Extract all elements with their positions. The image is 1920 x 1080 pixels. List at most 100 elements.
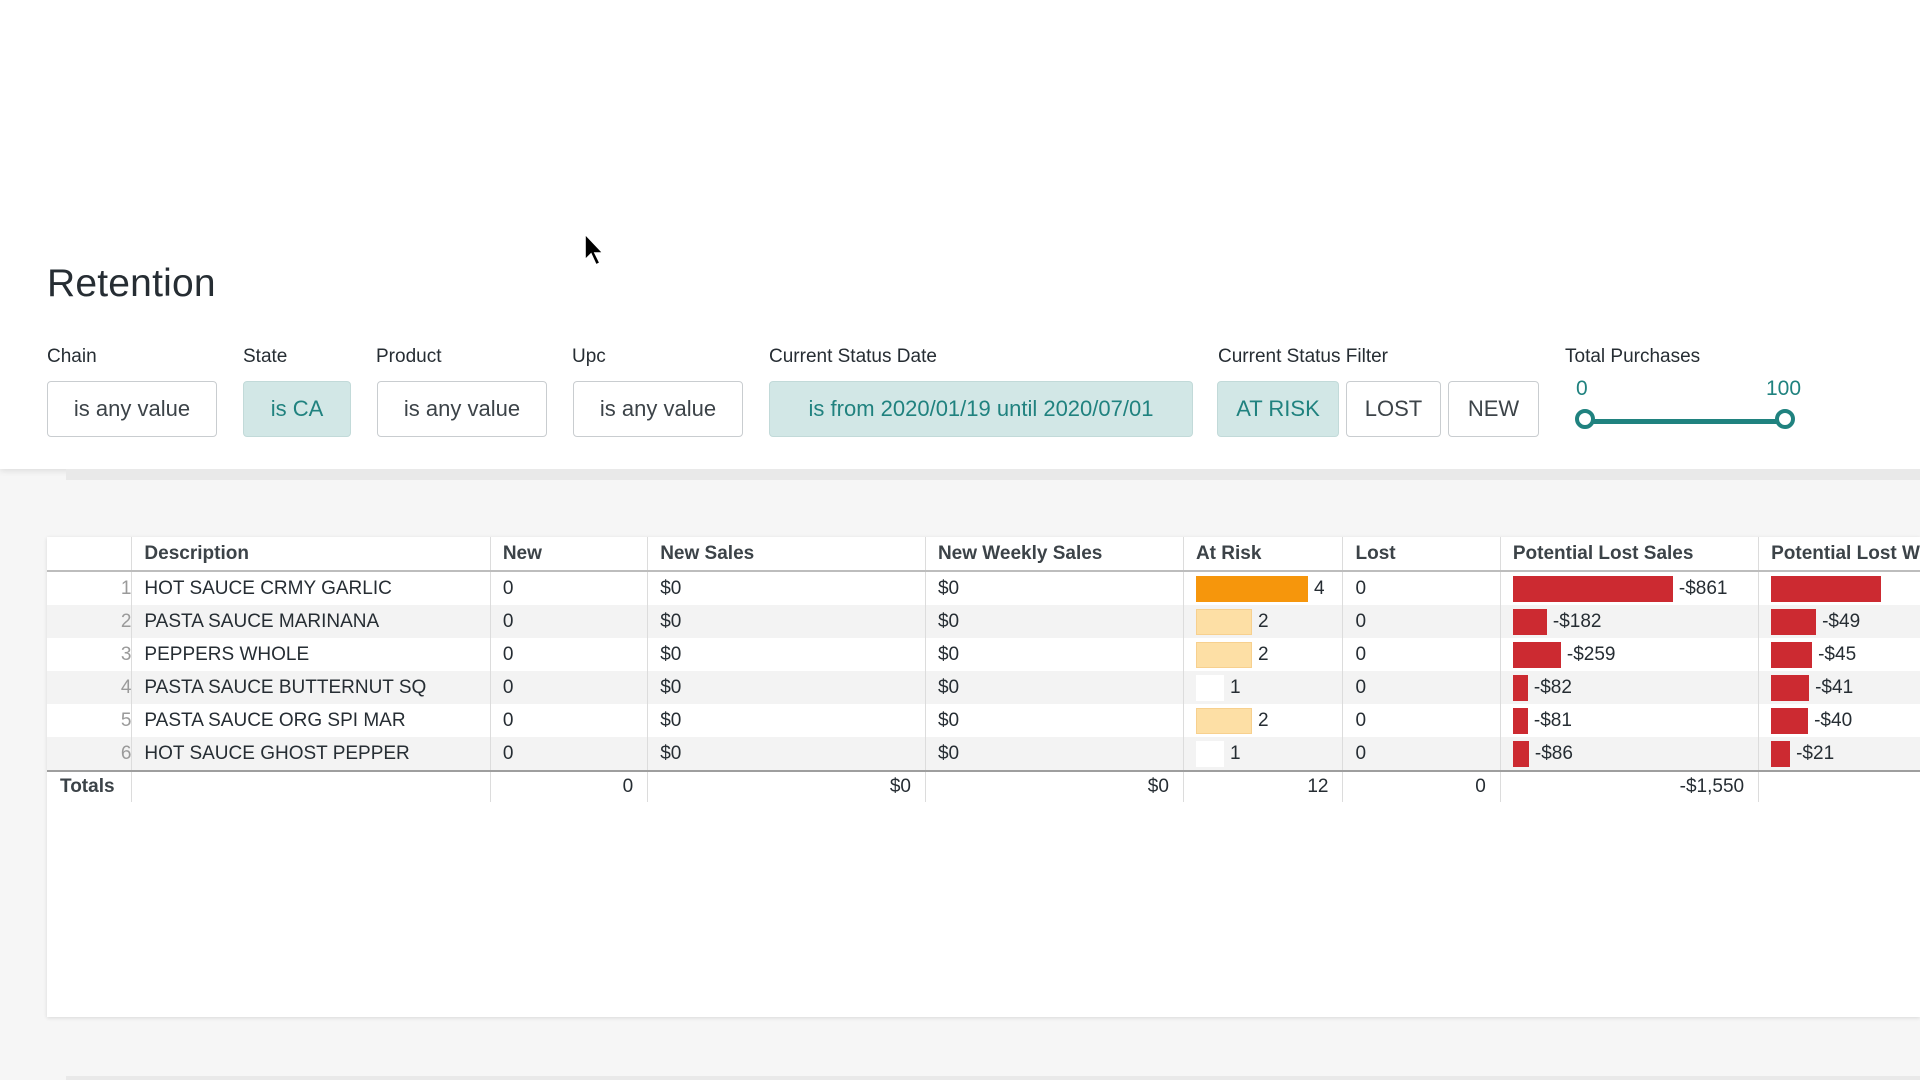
section-divider [66, 469, 1920, 480]
cell-at-risk: 2 [1182, 704, 1343, 737]
at-risk-value: 4 [1313, 577, 1325, 599]
totals-new: 0 [489, 770, 648, 802]
cell-lost: 0 [1342, 671, 1501, 704]
cell-new-sales: $0 [647, 571, 926, 605]
at-risk-bar-cell: 1 [1195, 671, 1343, 704]
page-title: Retention [47, 262, 216, 305]
at-risk-bar [1195, 674, 1224, 701]
cell-description: PASTA SAUCE MARINANA [131, 605, 491, 638]
potential-lost-weekly-value: -$21 [1796, 742, 1835, 764]
totals-potential-lost-weekly [1758, 770, 1920, 802]
cell-description: PASTA SAUCE BUTTERNUT SQ [131, 671, 491, 704]
chain-filter-button[interactable]: is any value [47, 381, 217, 437]
potential-lost-weekly-bar-cell: -$45 [1771, 638, 1920, 671]
table-row[interactable]: 4 PASTA SAUCE BUTTERNUT SQ 0 $0 $0 1 0 -$82 -$41 [47, 671, 1920, 704]
cell-description: PEPPERS WHOLE [131, 638, 491, 671]
potential-lost-sales-value: -$259 [1566, 643, 1616, 665]
cell-potential-lost-weekly: -$49 [1758, 605, 1920, 638]
column-header-lost[interactable]: Lost [1342, 537, 1501, 572]
slider-min-value: 0 [1576, 377, 1588, 400]
status-filter-lost-button[interactable]: LOST [1346, 381, 1441, 437]
cell-new-sales: $0 [647, 638, 926, 671]
cell-potential-lost-weekly: -$45 [1758, 638, 1920, 671]
table-row[interactable]: 6 HOT SAUCE GHOST PEPPER 0 $0 $0 1 0 -$86 -$21 [47, 737, 1920, 771]
at-risk-bar-cell: 2 [1195, 605, 1343, 638]
status-date-filter-label: Current Status Date [769, 346, 937, 367]
table-row[interactable]: 2 PASTA SAUCE MARINANA 0 $0 $0 2 0 -$182 -$49 [47, 605, 1920, 638]
column-header-description[interactable]: Description [131, 537, 491, 572]
status-filter-new-button[interactable]: NEW [1448, 381, 1539, 437]
column-header-index[interactable] [47, 537, 132, 572]
cell-potential-lost-sales: -$82 [1499, 671, 1759, 704]
potential-lost-sales-value: -$86 [1534, 742, 1573, 764]
status-filter-at-risk-button[interactable]: AT RISK [1217, 381, 1339, 437]
cell-lost: 0 [1342, 704, 1501, 737]
cell-potential-lost-weekly: -$40 [1758, 704, 1920, 737]
potential-lost-weekly-bar [1771, 740, 1791, 767]
column-header-new-weekly-sales[interactable]: New Weekly Sales [924, 537, 1184, 572]
at-risk-bar [1195, 707, 1252, 734]
potential-lost-sales-bar-cell: -$259 [1512, 638, 1758, 671]
at-risk-bar-cell: 4 [1195, 572, 1343, 605]
cell-potential-lost-weekly [1758, 571, 1920, 605]
at-risk-bar [1195, 740, 1224, 767]
totals-potential-lost-sales: -$1,550 [1499, 770, 1759, 802]
column-header-new[interactable]: New [489, 537, 648, 572]
cell-new-weekly-sales: $0 [924, 737, 1184, 771]
cell-description: PASTA SAUCE ORG SPI MAR [131, 704, 491, 737]
cell-lost: 0 [1342, 571, 1501, 605]
cell-new-sales: $0 [647, 605, 926, 638]
potential-lost-sales-bar-cell: -$861 [1512, 572, 1758, 605]
cell-lost: 0 [1342, 605, 1501, 638]
slider-min-handle[interactable] [1575, 409, 1595, 429]
row-number: 6 [47, 737, 132, 771]
cell-new: 0 [489, 671, 648, 704]
upc-filter-label: Upc [572, 346, 606, 367]
cell-at-risk: 1 [1182, 671, 1343, 704]
column-header-potential-lost-weekly[interactable]: Potential Lost W [1758, 537, 1920, 572]
totals-lost: 0 [1342, 770, 1501, 802]
table-row[interactable]: 1 HOT SAUCE CRMY GARLIC 0 $0 $0 4 0 -$861 [47, 571, 1920, 605]
column-header-potential-lost-sales[interactable]: Potential Lost Sales [1499, 537, 1759, 572]
row-number: 4 [47, 671, 132, 704]
at-risk-bar-cell: 2 [1195, 704, 1343, 737]
totals-at-risk: 12 [1182, 770, 1343, 802]
slider-max-handle[interactable] [1775, 409, 1795, 429]
totals-new-weekly-sales: $0 [924, 770, 1184, 802]
column-header-new-sales[interactable]: New Sales [647, 537, 926, 572]
potential-lost-weekly-bar-cell [1771, 572, 1920, 605]
state-filter-button[interactable]: is CA [243, 381, 351, 437]
cell-at-risk: 2 [1182, 638, 1343, 671]
potential-lost-weekly-bar-cell: -$49 [1771, 605, 1920, 638]
total-purchases-slider-track[interactable] [1585, 419, 1785, 424]
totals-row: Totals 0 $0 $0 12 0 -$1,550 [47, 770, 1920, 802]
product-filter-button[interactable]: is any value [377, 381, 547, 437]
cell-new-sales: $0 [647, 737, 926, 771]
potential-lost-weekly-bar [1771, 608, 1817, 635]
row-number: 3 [120, 643, 132, 665]
potential-lost-sales-bar-cell: -$82 [1512, 671, 1758, 704]
cell-new: 0 [489, 605, 648, 638]
potential-lost-sales-bar-cell: -$81 [1512, 704, 1758, 737]
potential-lost-sales-bar-cell: -$86 [1512, 737, 1758, 770]
at-risk-value: 2 [1257, 610, 1269, 632]
state-filter-label: State [243, 346, 288, 367]
cell-potential-lost-sales: -$182 [1499, 605, 1759, 638]
potential-lost-sales-bar [1512, 641, 1561, 668]
upc-filter-button[interactable]: is any value [573, 381, 743, 437]
cell-new: 0 [489, 704, 648, 737]
column-header-at-risk[interactable]: At Risk [1182, 537, 1343, 572]
status-date-filter-button[interactable]: is from 2020/01/19 until 2020/07/01 [769, 381, 1193, 437]
retention-table-card: Description New New Sales New Weekly Sal… [47, 537, 1920, 1017]
slider-max-value: 100 [1766, 377, 1802, 400]
cell-description: HOT SAUCE GHOST PEPPER [131, 737, 491, 771]
cell-at-risk: 1 [1182, 737, 1343, 771]
table-row[interactable]: 5 PASTA SAUCE ORG SPI MAR 0 $0 $0 2 0 -$81 -$40 [47, 704, 1920, 737]
filter-panel: Retention Chain is any value State is CA… [0, 0, 1920, 469]
at-risk-value: 1 [1229, 742, 1241, 764]
potential-lost-sales-value: -$182 [1552, 610, 1602, 632]
table-row[interactable]: 3 PEPPERS WHOLE 0 $0 $0 2 0 -$259 -$45 [47, 638, 1920, 671]
potential-lost-sales-bar [1512, 674, 1528, 701]
potential-lost-weekly-bar-cell: -$21 [1771, 737, 1920, 770]
potential-lost-weekly-value: -$45 [1818, 643, 1857, 665]
